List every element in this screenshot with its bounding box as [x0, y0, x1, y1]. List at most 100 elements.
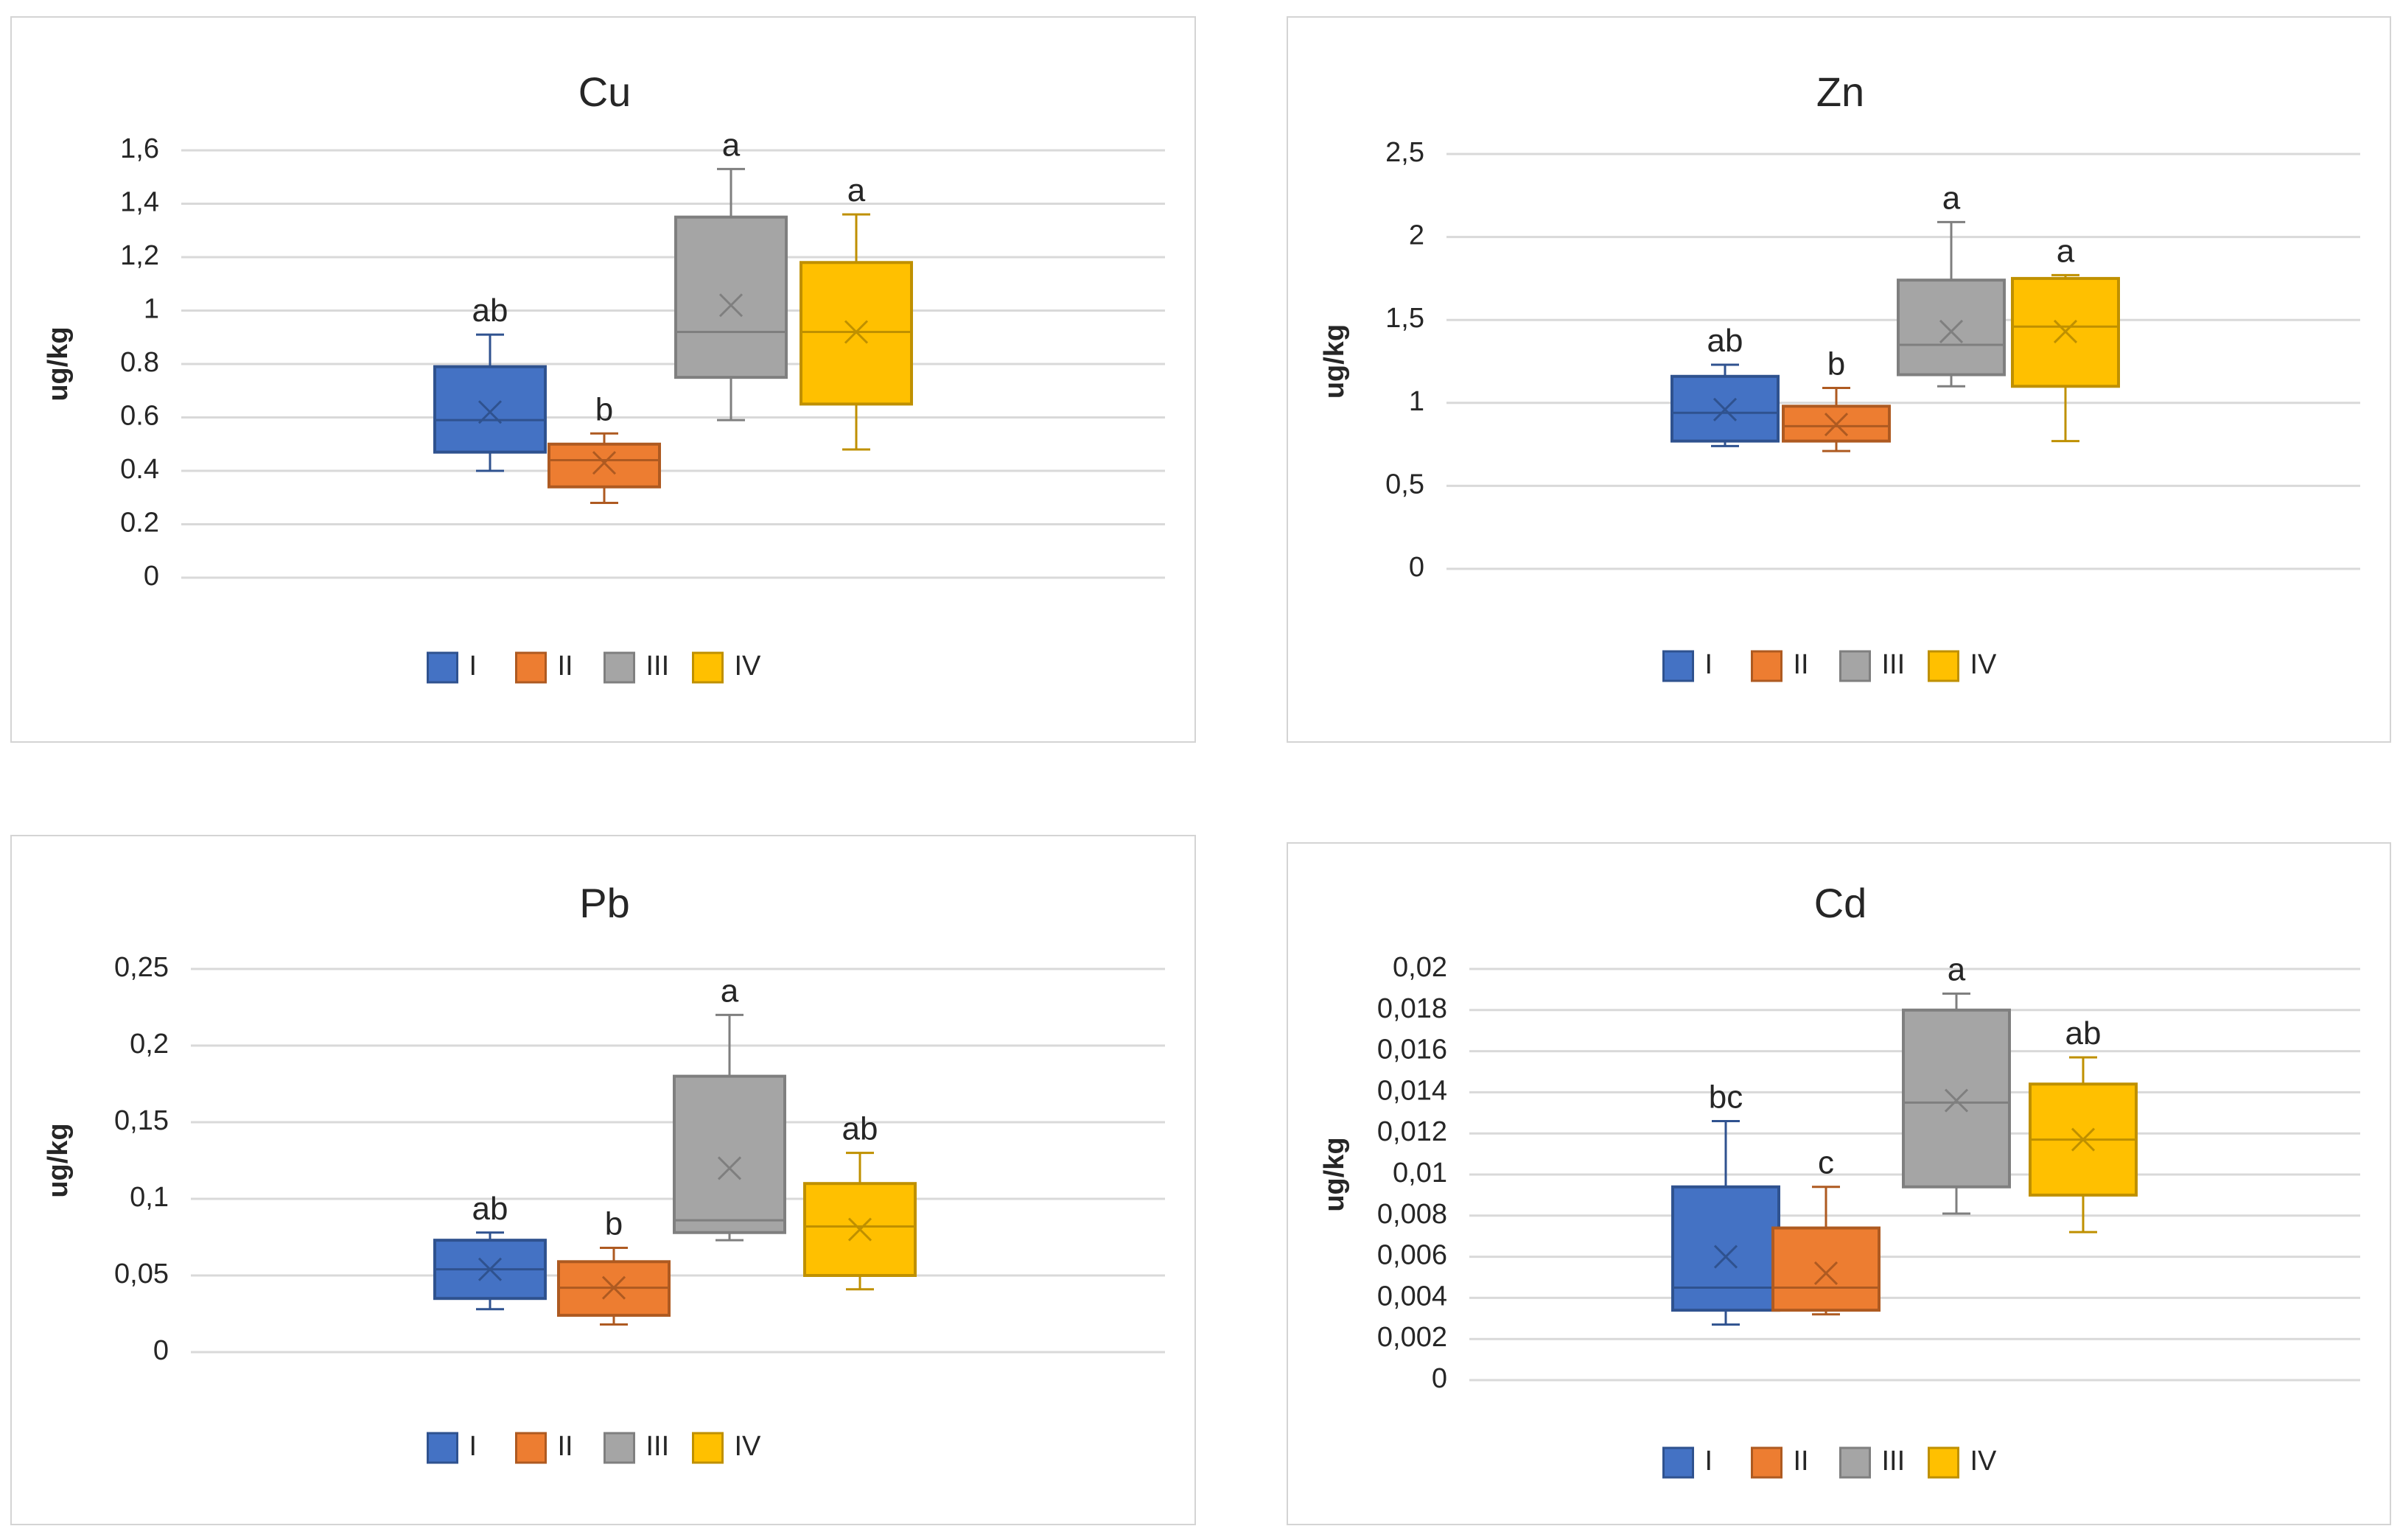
chart-cd: Cd ug/kg 0 0,002 0,004 0,006 0,008 0,01 0,012 0,0… — [1319, 880, 2360, 1479]
legend-label: II — [558, 651, 573, 682]
box-body — [1671, 1185, 1780, 1312]
significance-letter: b — [1827, 346, 1845, 382]
significance-letter: b — [595, 391, 613, 427]
chart-title: Zn — [1816, 69, 1864, 115]
y-tick-label: 2,5 — [1385, 137, 1424, 168]
y-tick-label: 0 — [1409, 552, 1424, 583]
legend-swatch-I — [427, 651, 458, 684]
significance-letter: a — [1948, 951, 1966, 987]
legend-swatch-IV — [1928, 1446, 1959, 1479]
significance-letter: a — [722, 127, 741, 163]
chart-panel-zn: Zn ug/kg 0 0,5 1 1,5 2 2,5 ab b a a I II III IV — [1287, 16, 2391, 743]
mean-marker — [718, 293, 744, 318]
y-axis-label: ug/kg — [1319, 1137, 1350, 1211]
box-IV — [2011, 273, 2120, 443]
y-tick-label: 0 — [1432, 1363, 1447, 1394]
y-tick-label: 1,6 — [120, 133, 159, 164]
legend-swatch-III — [604, 651, 635, 684]
box-II — [1782, 387, 1891, 452]
y-tick-label: 0.4 — [120, 454, 159, 485]
mean-marker — [1939, 319, 1964, 344]
y-tick-label: 1,4 — [120, 187, 159, 218]
legend-label: III — [1882, 649, 1906, 680]
legend-label: II — [1794, 649, 1809, 680]
chart-title: Cu — [578, 69, 632, 115]
box-body — [433, 365, 547, 454]
y-tick-label: 0,008 — [1377, 1199, 1447, 1230]
y-tick-label: 0,006 — [1377, 1240, 1447, 1271]
mean-marker — [2053, 319, 2078, 344]
legend-label: IV — [735, 651, 762, 682]
y-tick-label: 1 — [1409, 386, 1424, 417]
chart-panel-cd: Cd ug/kg 0 0,002 0,004 0,006 0,008 0,01 0,012 0,0… — [1287, 842, 2391, 1525]
significance-letter: a — [847, 172, 866, 209]
mean-marker — [477, 1257, 503, 1281]
legend-label: I — [469, 651, 477, 682]
y-tick-label: 0,014 — [1377, 1075, 1447, 1106]
significance-letter: ab — [472, 1191, 508, 1227]
box-I — [433, 333, 547, 472]
y-tick-label: 0,004 — [1377, 1281, 1447, 1312]
y-tick-label: 0,01 — [1393, 1158, 1447, 1189]
box-IV — [2029, 1056, 2138, 1233]
y-axis-label: ug/kg — [43, 1123, 74, 1197]
legend-swatch-IV — [692, 1432, 724, 1464]
box-II — [557, 1247, 671, 1326]
legend-swatch-III — [1839, 650, 1871, 682]
significance-letter: a — [2057, 233, 2075, 269]
y-axis-label: ug/kg — [1319, 324, 1350, 399]
y-tick-label: 0,05 — [114, 1259, 169, 1289]
mean-marker — [1712, 397, 1738, 421]
box-body — [547, 442, 661, 489]
significance-letter: b — [605, 1206, 623, 1242]
y-tick-label: 0,016 — [1377, 1035, 1447, 1065]
legend-swatch-III — [1839, 1446, 1871, 1479]
box-III — [674, 167, 788, 421]
y-tick-label: 0,1 — [130, 1182, 169, 1213]
mean-marker — [717, 1156, 742, 1180]
box-II — [1771, 1186, 1881, 1316]
significance-letter: c — [1818, 1145, 1834, 1181]
mean-marker — [1824, 413, 1849, 437]
mean-marker — [847, 1217, 872, 1242]
y-tick-label: 0,012 — [1377, 1116, 1447, 1147]
mean-marker — [601, 1275, 626, 1300]
box-I — [1670, 363, 1780, 447]
significance-letter: bc — [1709, 1079, 1743, 1115]
y-tick-label: 0,25 — [114, 952, 169, 983]
legend-label: III — [1882, 1446, 1906, 1477]
mean-marker — [1713, 1245, 1738, 1269]
mean-marker — [2071, 1127, 2096, 1152]
y-axis-label: ug/kg — [43, 326, 74, 401]
box-II — [547, 432, 661, 504]
box-IV — [803, 1152, 917, 1291]
legend-label: II — [558, 1431, 573, 1462]
legend-swatch-II — [1751, 650, 1782, 682]
y-tick-label: 1,2 — [120, 240, 159, 271]
box-body — [673, 1074, 786, 1234]
legend-label: IV — [1970, 649, 1998, 680]
legend-swatch-I — [1662, 650, 1694, 682]
legend-label: I — [1705, 649, 1713, 680]
box-body — [1902, 1008, 2011, 1189]
box-III — [1902, 992, 2011, 1215]
legend-swatch-II — [515, 1432, 547, 1464]
box-III — [1897, 220, 2006, 388]
legend-label: I — [469, 1431, 477, 1462]
y-tick-label: 0,002 — [1377, 1322, 1447, 1353]
y-tick-label: 0 — [153, 1335, 169, 1366]
box-I — [1671, 1119, 1780, 1326]
legend-label: III — [646, 1431, 670, 1462]
significance-letter: a — [721, 973, 739, 1009]
y-tick-label: 0.6 — [120, 401, 159, 432]
y-tick-label: 2 — [1409, 220, 1424, 251]
box-body — [1897, 279, 2006, 377]
legend-swatch-I — [427, 1432, 458, 1464]
y-tick-label: 0.2 — [120, 508, 159, 539]
mean-marker — [1944, 1088, 1969, 1113]
y-tick-label: 0,02 — [1393, 952, 1447, 983]
y-tick-label: 0,2 — [130, 1029, 169, 1060]
box-body — [674, 215, 788, 379]
